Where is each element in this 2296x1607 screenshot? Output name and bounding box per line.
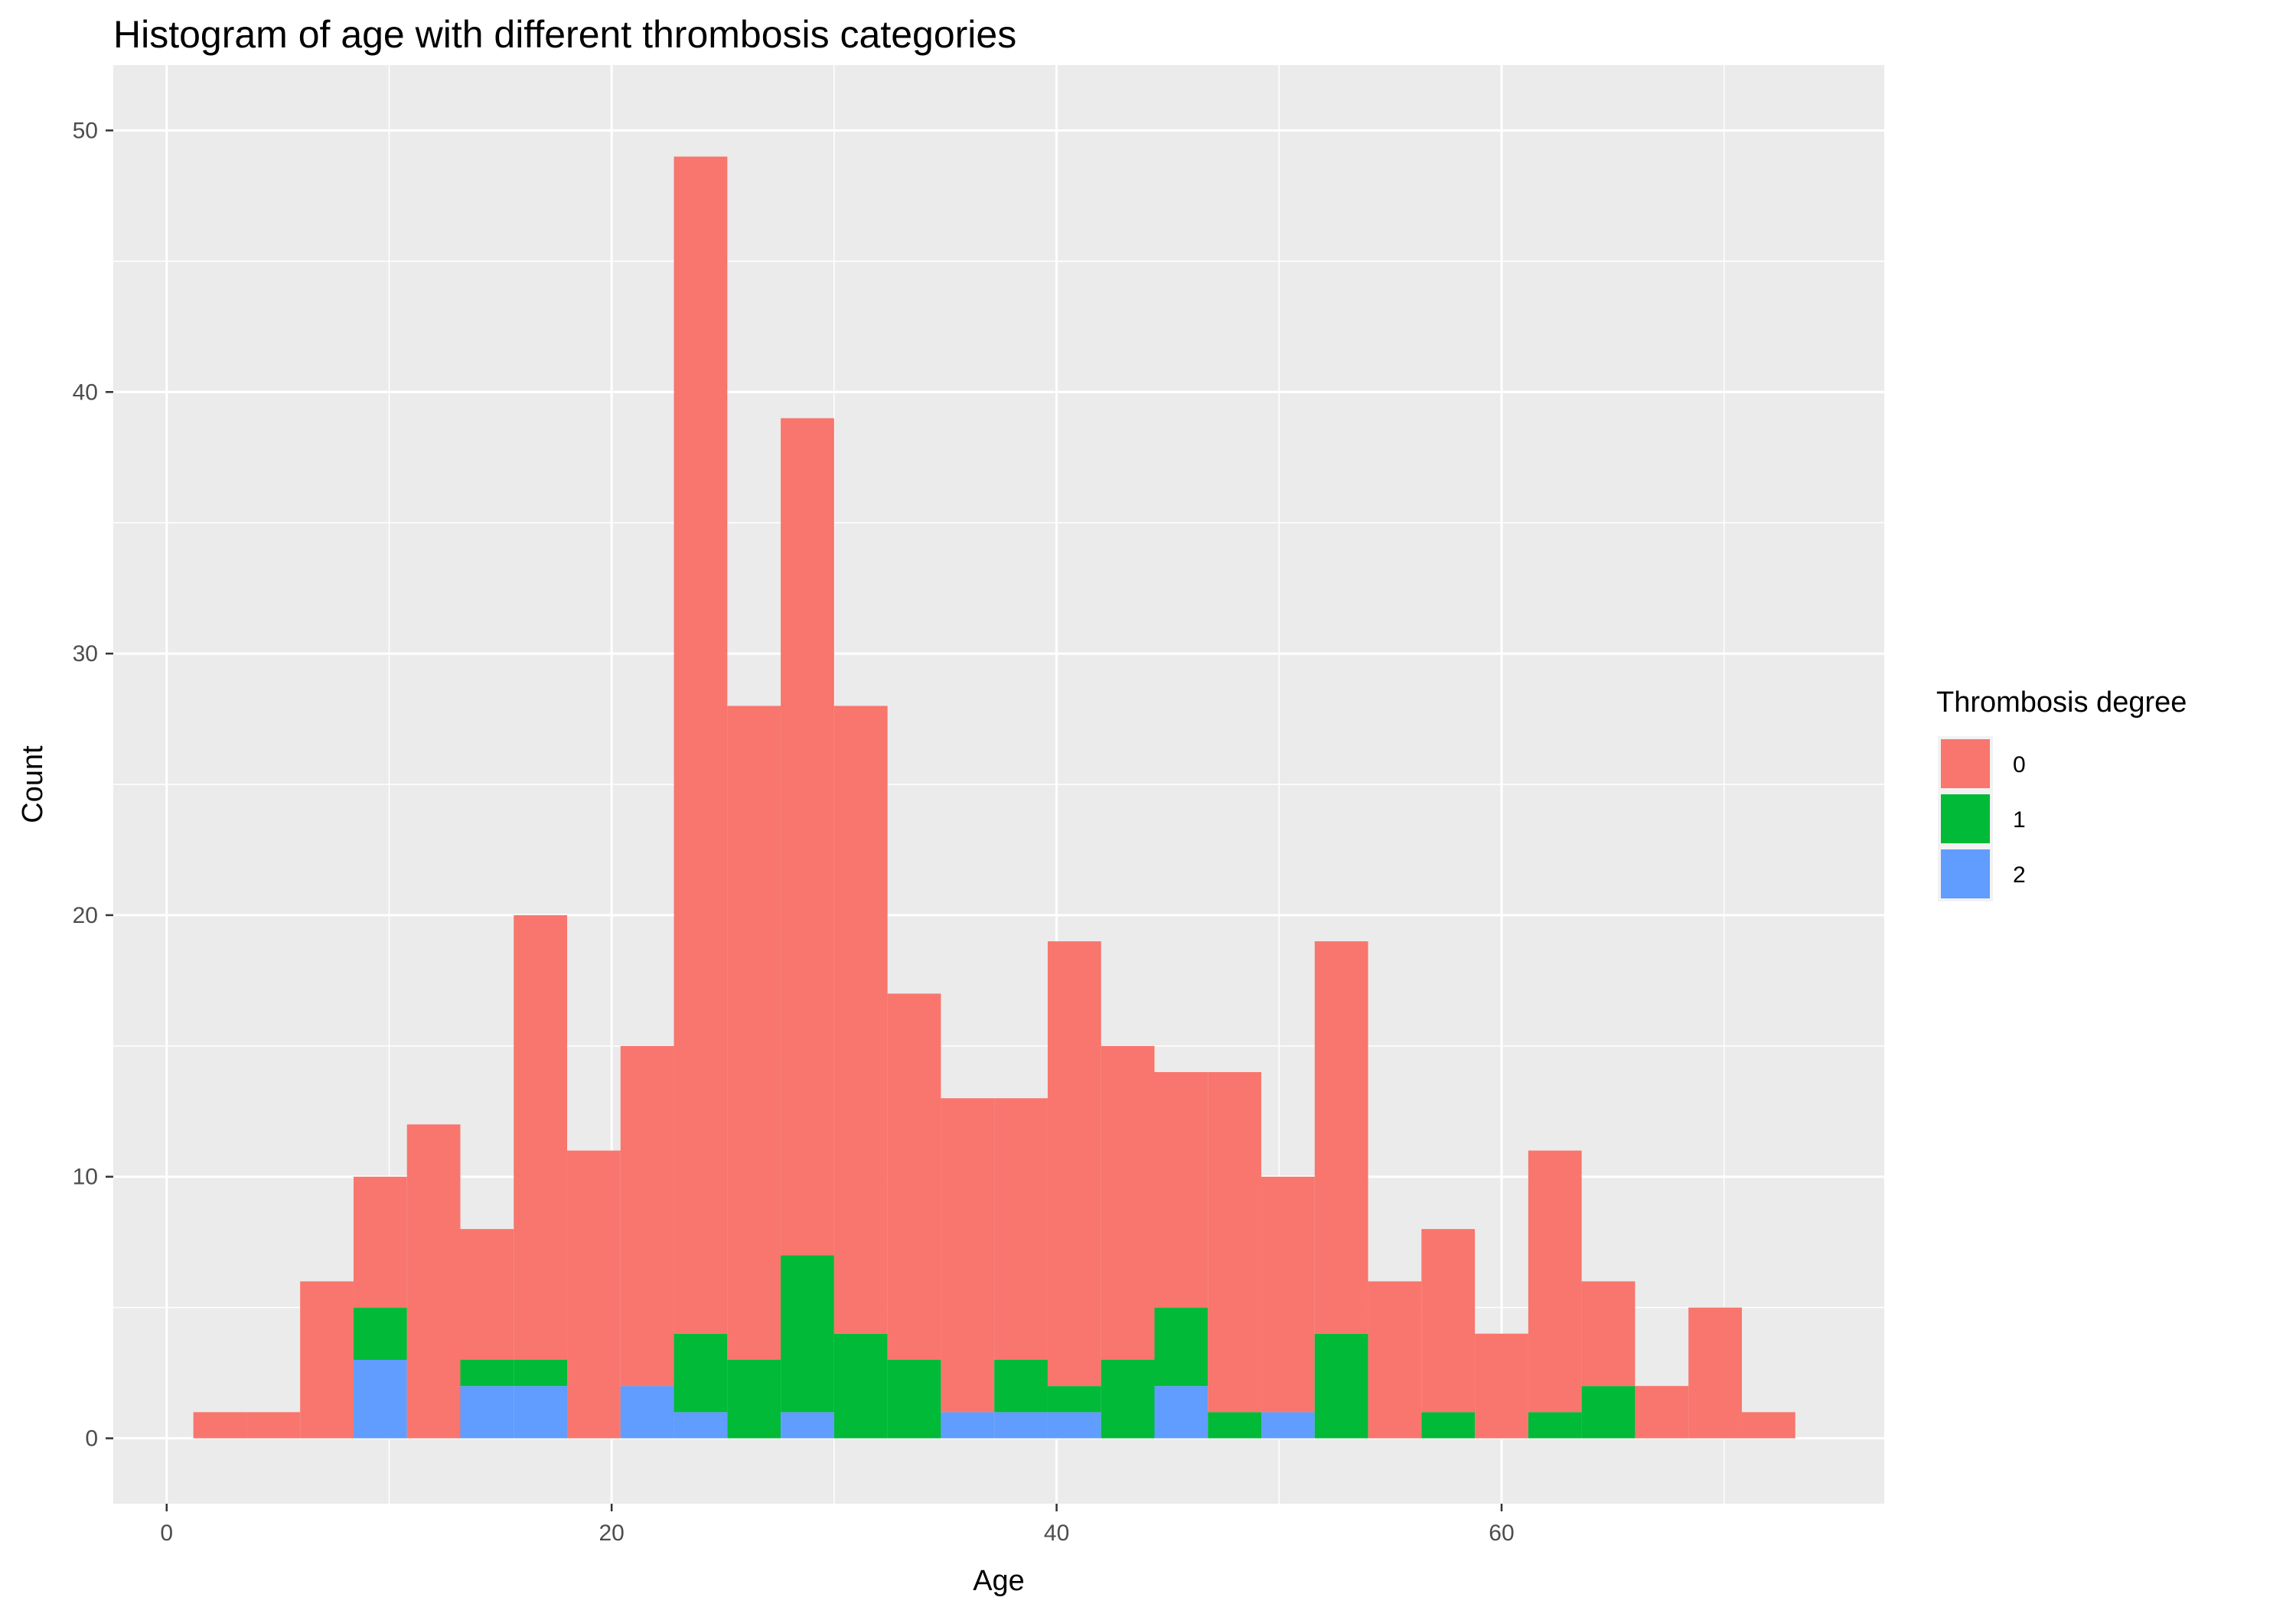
- bar-series-0: [1581, 1281, 1636, 1387]
- bar-series-1: [1314, 1333, 1368, 1439]
- bar-series-0: [1208, 1072, 1262, 1413]
- bar-series-0: [1314, 941, 1368, 1334]
- bar-series-1: [1581, 1386, 1636, 1439]
- bar-series-1: [833, 1333, 888, 1439]
- y-tick-label: 20: [73, 903, 98, 928]
- bar-series-0: [1528, 1150, 1582, 1413]
- bar-series-2: [673, 1412, 728, 1439]
- bar-series-0: [353, 1176, 407, 1308]
- bar-series-0: [1101, 1045, 1155, 1360]
- legend: Thrombosis degree 0 1 2: [1936, 686, 2187, 901]
- bar-series-0: [887, 993, 941, 1360]
- y-tick-label: 10: [73, 1165, 98, 1190]
- bar-series-2: [994, 1412, 1048, 1439]
- x-axis-title: Age: [973, 1565, 1025, 1597]
- bar-series-0: [1368, 1281, 1422, 1439]
- bar-series-0: [406, 1124, 461, 1439]
- x-tick-label: 0: [160, 1521, 173, 1546]
- legend-label-1: 1: [2013, 807, 2026, 833]
- bar-series-0: [1421, 1229, 1476, 1413]
- bar-series-1: [1047, 1386, 1101, 1413]
- bar-series-1: [727, 1360, 781, 1439]
- bar-series-0: [1154, 1072, 1208, 1308]
- bar-series-2: [1047, 1412, 1101, 1439]
- bar-series-0: [246, 1412, 301, 1439]
- bar-series-0: [941, 1098, 995, 1413]
- y-tick-label: 40: [73, 380, 98, 405]
- bar-series-1: [994, 1360, 1048, 1413]
- bar-series-0: [994, 1098, 1048, 1360]
- histogram-bars: [193, 156, 1795, 1439]
- y-axis-title: Count: [17, 745, 49, 823]
- legend-swatch-1: [1941, 794, 1990, 843]
- legend-title: Thrombosis degree: [1936, 686, 2187, 719]
- bar-series-1: [460, 1360, 514, 1387]
- legend-swatch-0: [1941, 739, 1990, 788]
- bar-series-0: [460, 1229, 514, 1360]
- bar-series-2: [514, 1386, 568, 1439]
- bar-series-0: [673, 156, 728, 1334]
- bar-series-2: [781, 1412, 834, 1439]
- bar-series-0: [1261, 1176, 1315, 1413]
- y-tick-label: 0: [85, 1426, 98, 1452]
- bar-series-1: [1101, 1360, 1155, 1439]
- y-tick-label: 50: [73, 118, 98, 143]
- bar-series-0: [1047, 941, 1101, 1387]
- x-tick-label: 60: [1489, 1521, 1514, 1546]
- bar-series-1: [887, 1360, 941, 1439]
- legend-swatch-2: [1941, 849, 1990, 898]
- bar-series-0: [1635, 1386, 1689, 1439]
- bar-series-2: [1154, 1386, 1208, 1439]
- legend-label-0: 0: [2013, 752, 2026, 777]
- bar-series-0: [567, 1150, 621, 1439]
- bar-series-1: [1528, 1412, 1582, 1439]
- bar-series-0: [620, 1045, 674, 1387]
- y-tick-label: 30: [73, 641, 98, 667]
- x-tick-label: 20: [598, 1521, 624, 1546]
- bar-series-1: [1208, 1412, 1262, 1439]
- bar-series-0: [193, 1412, 247, 1439]
- bar-series-0: [1741, 1412, 1795, 1439]
- bar-series-1: [1154, 1307, 1208, 1387]
- bar-series-0: [300, 1281, 354, 1439]
- x-tick-label: 40: [1044, 1521, 1069, 1546]
- bar-series-0: [1475, 1333, 1528, 1439]
- bar-series-2: [460, 1386, 514, 1439]
- bar-series-1: [781, 1255, 834, 1413]
- legend-items: 0 1 2: [1938, 736, 2026, 901]
- bar-series-1: [673, 1333, 728, 1413]
- bar-series-2: [620, 1386, 674, 1439]
- bar-series-2: [353, 1360, 407, 1439]
- bar-series-0: [833, 706, 888, 1334]
- y-axis: 0 10 20 30 40 50: [73, 118, 113, 1452]
- bar-series-0: [727, 706, 781, 1360]
- bar-series-1: [1421, 1412, 1476, 1439]
- bar-series-0: [514, 914, 568, 1360]
- bar-series-0: [781, 418, 834, 1256]
- bar-series-2: [1261, 1412, 1315, 1439]
- x-axis: 0 20 40 60: [160, 1504, 1515, 1546]
- legend-label-2: 2: [2013, 862, 2026, 888]
- chart-title: Histogram of age with different thrombos…: [113, 13, 1016, 56]
- bar-series-0: [1688, 1307, 1742, 1439]
- bar-series-1: [514, 1360, 568, 1387]
- bar-series-2: [941, 1412, 995, 1439]
- bar-series-1: [353, 1307, 407, 1360]
